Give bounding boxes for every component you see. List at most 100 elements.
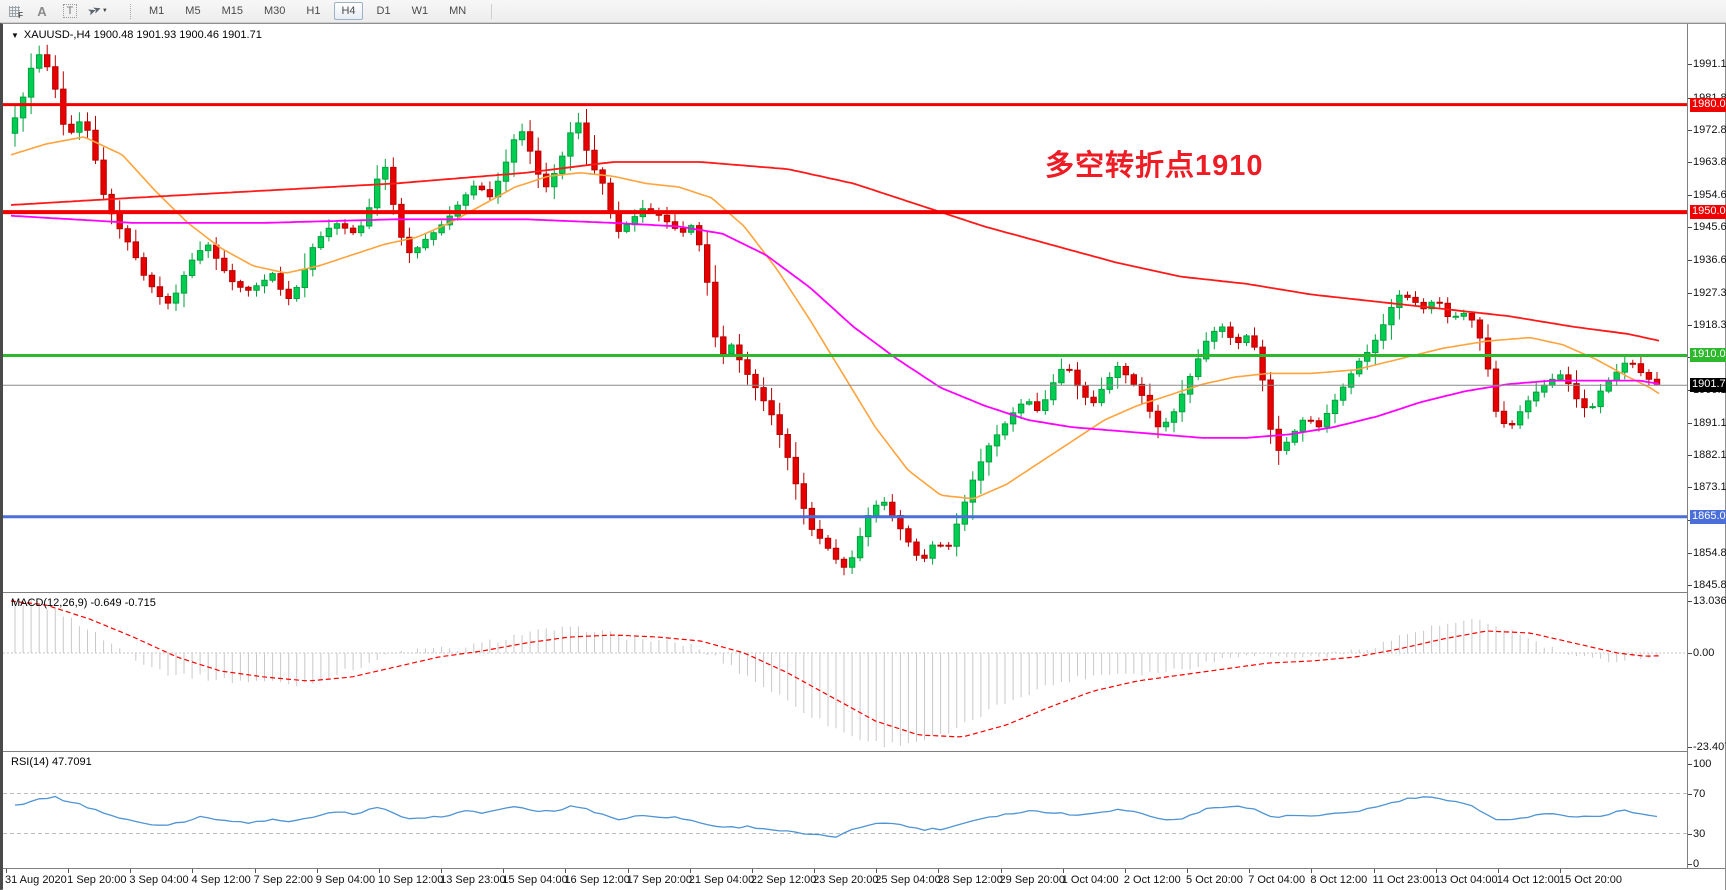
date-label: 11 Oct 23:00 [1372, 874, 1435, 886]
macd-canvas[interactable] [3, 593, 1687, 751]
price-level-tag: 1980.00 [1690, 97, 1726, 112]
date-label: 13 Sep 23:00 [440, 874, 506, 886]
bullish-candle-bodies [11, 54, 1628, 568]
macd-axis[interactable]: 13.036 0.00 -23.407 [1687, 592, 1726, 753]
date-tick [627, 869, 629, 873]
date-label: 23 Sep 20:00 [813, 874, 879, 886]
price-axis[interactable]: 1991.101981.851972.851963.851954.601945.… [1688, 24, 1726, 592]
symbol-dropdown-icon[interactable]: ▼ [11, 31, 19, 40]
rsi-panel[interactable]: RSI(14) 47.7091 [3, 751, 1687, 868]
date-label: 1 Sep 20:00 [67, 874, 127, 886]
date-tick [254, 869, 256, 873]
ma-orange-line [10, 136, 1660, 500]
toolbar: F A T ➤➤ ▼ M1 M5 M15 M30 H1 H4 D1 W1 MN [0, 0, 1726, 23]
macd-tick-label: -23.407 [1687, 741, 1726, 753]
price-tick-label: 1945.60 [1688, 221, 1726, 233]
date-label: 2 Oct 12:00 [1123, 874, 1181, 886]
timeframe-button-m30[interactable]: M30 [263, 5, 286, 17]
price-chart-canvas[interactable] [3, 24, 1687, 592]
timeframe-toolbar: M1 M5 M15 M30 H1 H4 D1 W1 MN [142, 2, 473, 20]
timeframe-button-h4[interactable]: H4 [334, 2, 363, 20]
date-tick [6, 869, 7, 873]
ma-magenta-line [10, 214, 1660, 439]
date-label: 8 Oct 12:00 [1310, 874, 1368, 886]
chart-symbol-title: ▼ XAUUSD-,H4 1900.48 1901.93 1900.46 1901… [11, 29, 262, 41]
macd-signal-line [10, 600, 1662, 738]
toolbar-separator [130, 3, 132, 19]
date-tick [316, 869, 318, 873]
date-label: 7 Sep 22:00 [253, 874, 313, 886]
date-tick [378, 869, 380, 873]
bearish-candle-wicks [46, 44, 1658, 576]
ma-red-line [10, 161, 1660, 342]
price-tick-label: 1991.10 [1688, 58, 1726, 70]
timeframe-button-m15[interactable]: M15 [221, 5, 243, 17]
price-tick-label: 1891.10 [1688, 417, 1726, 429]
price-tick-label: 1936.60 [1688, 254, 1726, 266]
rsi-tick-label: 70 [1687, 787, 1706, 800]
macd-panel[interactable]: MACD(12,26,9) -0.649 -0.715 [3, 592, 1687, 751]
date-tick [68, 869, 70, 873]
price-tick-label: 1927.35 [1688, 287, 1726, 299]
price-tick-label: 1972.85 [1688, 124, 1726, 136]
timeframe-button-w1[interactable]: W1 [411, 5, 429, 17]
date-axis[interactable]: 31 Aug 2020 1 Sep 20:00 3 Sep 04:00 4 Sep 1… [3, 868, 1725, 890]
price-tick-label: 1854.85 [1688, 547, 1726, 559]
symbol-ohlc-text: XAUUSD-,H4 1900.48 1901.93 1900.46 1901.… [23, 29, 262, 41]
date-tick [503, 869, 505, 873]
grid-font-icon[interactable]: F [1, 1, 27, 21]
timeframe-button-m5[interactable]: M5 [185, 5, 201, 17]
rsi-tick-label: 0 [1687, 857, 1700, 870]
macd-tick-label: 13.036 [1688, 594, 1726, 607]
price-tick-label: 1918.35 [1688, 319, 1726, 331]
date-label: 9 Sep 04:00 [315, 874, 376, 886]
date-tick [938, 869, 940, 873]
date-tick [1187, 869, 1189, 873]
date-label: 10 Sep 12:00 [377, 874, 444, 886]
timeframe-button-mn[interactable]: MN [449, 5, 467, 17]
date-tick [1560, 869, 1561, 873]
price-tick-label: 1954.60 [1688, 189, 1726, 201]
annotation-text[interactable]: 多空转折点1910 [1045, 150, 1264, 182]
timeframe-button-h1[interactable]: H1 [306, 5, 321, 17]
date-label: 5 Oct 20:00 [1186, 874, 1243, 886]
date-tick [441, 869, 443, 873]
price-tick-label: 1963.85 [1688, 156, 1726, 168]
macd-label: MACD(12,26,9) -0.649 -0.715 [11, 597, 156, 609]
date-label: 28 Sep 12:00 [937, 874, 1003, 886]
date-tick [1249, 869, 1251, 873]
date-tick [1062, 869, 1064, 873]
macd-tick-label: 0.00 [1687, 647, 1715, 659]
date-label: 4 Sep 12:00 [191, 874, 251, 886]
arrows-glyph: ➤➤ [86, 3, 101, 19]
bullish-candle-wicks [14, 45, 1626, 574]
date-label: 17 Sep 20:00 [626, 874, 693, 886]
grid-glyph-icon [8, 5, 20, 17]
text-tool-icon[interactable]: T [57, 1, 83, 21]
date-tick [1373, 869, 1375, 873]
price-level-tag: 1865.00 [1690, 509, 1726, 524]
rsi-label: RSI(14) 47.7091 [11, 756, 92, 768]
axis-divider [1687, 24, 1688, 868]
price-chart-panel[interactable]: ▼ XAUUSD-,H4 1900.48 1901.93 1900.46 1901… [3, 24, 1687, 592]
price-tick-label: 1882.10 [1688, 449, 1726, 461]
text-label-icon[interactable]: A [29, 1, 55, 21]
letter-t-glyph: T [62, 4, 78, 18]
date-label: 3 Sep 04:00 [129, 874, 189, 886]
date-label: 22 Sep 12:00 [750, 874, 817, 886]
date-tick [192, 869, 194, 873]
timeframe-button-d1[interactable]: D1 [376, 5, 391, 17]
date-tick [565, 869, 567, 873]
font-f-label: F [18, 11, 23, 20]
chart-window[interactable]: ▼ XAUUSD-,H4 1900.48 1901.93 1900.46 1901… [0, 23, 1726, 890]
rsi-canvas[interactable] [3, 752, 1687, 868]
dropdown-caret-icon[interactable]: ▼ [101, 8, 108, 14]
macd-histogram [14, 599, 1658, 748]
arrow-styles-icon[interactable]: ➤➤ ▼ [85, 1, 111, 21]
date-tick [130, 869, 132, 873]
timeframe-button-m1[interactable]: M1 [149, 5, 165, 17]
letter-a-glyph: A [37, 3, 47, 19]
date-tick [1000, 869, 1002, 873]
rsi-axis[interactable]: 100 70 30 0 [1687, 751, 1725, 870]
date-label: 1 Oct 04:00 [1061, 874, 1119, 886]
